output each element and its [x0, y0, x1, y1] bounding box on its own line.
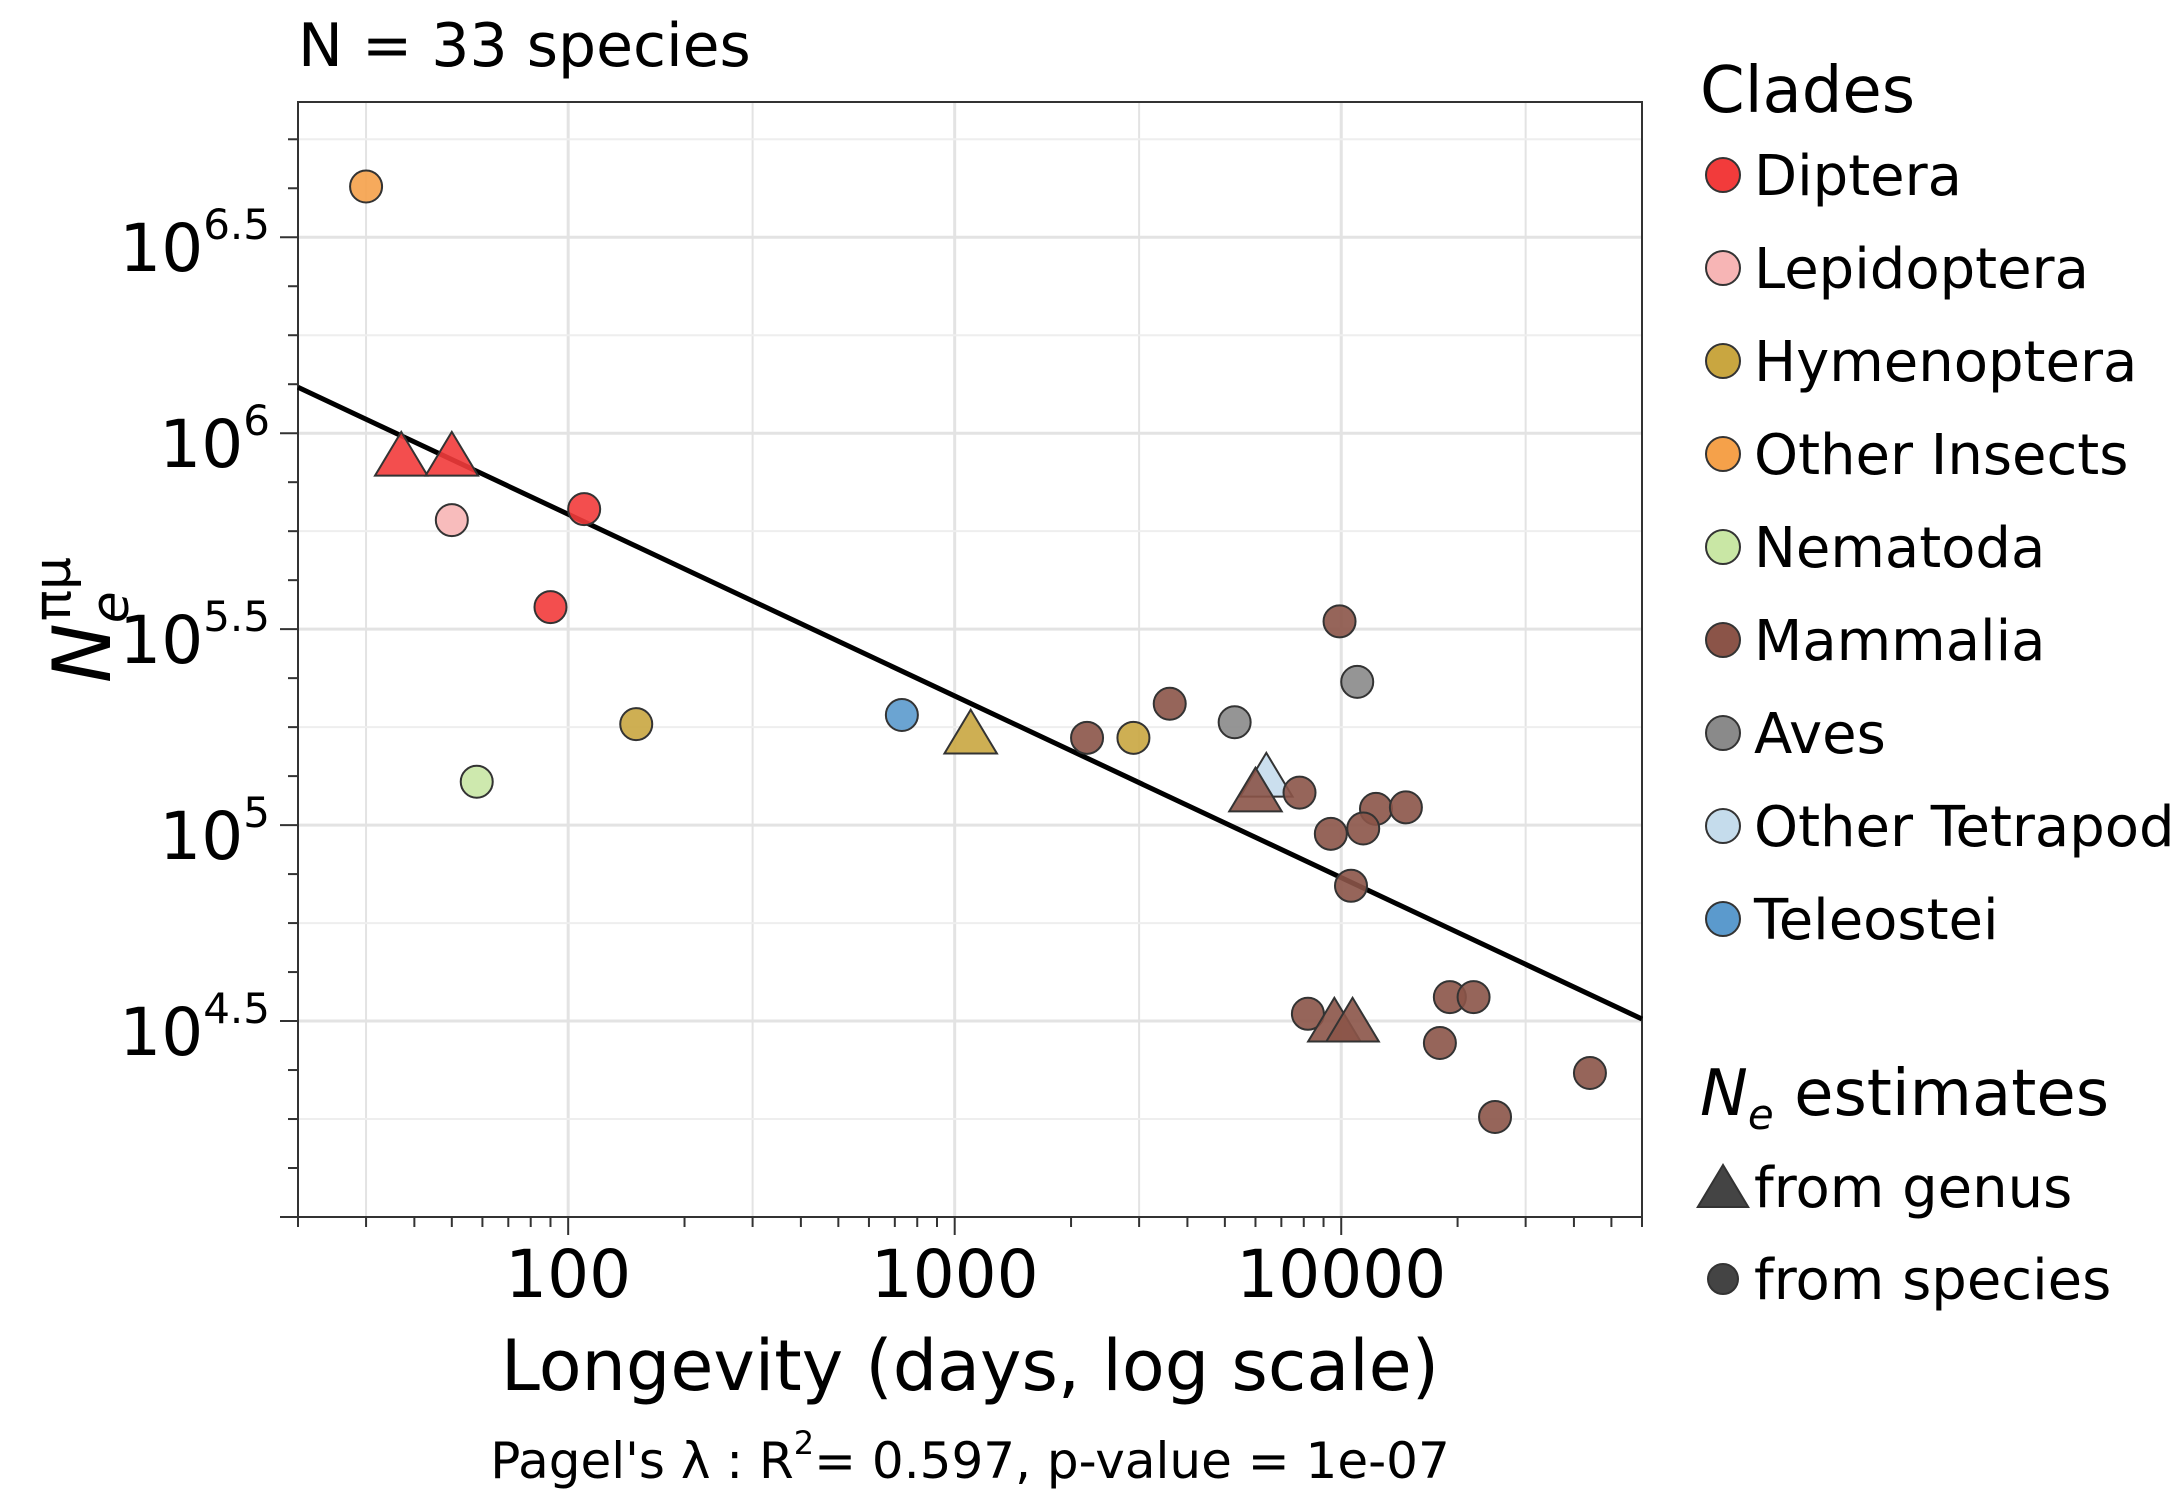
legend-label-other-insects: Other Insects [1754, 423, 2128, 488]
legend-label-lepidoptera: Lepidoptera [1754, 237, 2089, 302]
axis-ticks [280, 138, 1643, 1235]
point-mammalia-circle [1346, 811, 1381, 846]
footnote-prefix: Pagel's λ : R [490, 1432, 794, 1490]
y-tick-label-base: 10 [159, 798, 243, 875]
legend-swatch-teleostei [1705, 901, 1741, 937]
legend-clades-title: Clades [1700, 54, 1915, 128]
legend-label-nematoda: Nematoda [1754, 516, 2045, 581]
legend-estimates-title-subscript: e [1748, 1090, 1774, 1139]
y-tick-label-base: 10 [119, 602, 203, 679]
grid [298, 102, 1642, 1217]
legend-estimate-label-triangle: from genus [1754, 1156, 2072, 1221]
legend-swatch-nematoda [1705, 529, 1741, 565]
legend-clades-list: Diptera Lepidoptera Hymenoptera Other Insec… [1705, 144, 2175, 953]
y-axis-label: Neπμ [23, 557, 141, 683]
legend-estimates-list: from genus from species [1696, 1156, 2111, 1313]
point-teleostei-circle [884, 697, 919, 732]
point-mammalia-circle [1313, 816, 1348, 851]
y-tick-label: 104.5 [119, 984, 270, 1071]
point-mammalia-circle [1388, 790, 1423, 825]
x-tick-label: 10000 [1236, 1236, 1446, 1313]
point-hymenoptera-triangle [942, 707, 999, 755]
y-tick-label-base: 10 [159, 406, 243, 483]
y-axis-label-subscript: e [81, 591, 141, 623]
regression-line [296, 384, 1644, 1022]
x-axis-label: Longevity (days, log scale) [501, 1325, 1439, 1407]
legend-triangle-symbol [1696, 1163, 1750, 1208]
legend: Clades Diptera Lepidoptera Hymenoptera Othe… [1696, 54, 2175, 1313]
y-tick-label-exponent: 5.5 [203, 592, 270, 641]
point-lepidoptera-circle [434, 503, 469, 538]
legend-circle-symbol [1707, 1263, 1739, 1295]
point-aves-circle [1340, 664, 1375, 699]
legend-swatch-lepidoptera [1705, 250, 1741, 286]
legend-estimates-title-suffix: estimates [1774, 1057, 2109, 1131]
y-tick-label: 105.5 [119, 592, 270, 679]
y-tick-label-exponent: 6.5 [203, 200, 270, 249]
footnote-suffix: = 0.597, p-value = 1e-07 [814, 1432, 1450, 1490]
point-mammalia-circle [1422, 1025, 1457, 1060]
legend-swatch-mammalia [1705, 622, 1741, 658]
legend-swatch-hymenoptera [1705, 343, 1741, 379]
point-mammalia-circle [1334, 868, 1369, 903]
point-diptera-circle [567, 492, 602, 527]
point-aves-circle [1217, 705, 1252, 740]
point-mammalia-circle [1456, 980, 1491, 1015]
legend-swatch-diptera [1705, 157, 1741, 193]
point-diptera-circle [533, 590, 568, 625]
point-other-insects-circle [349, 169, 384, 204]
chart-title: N = 33 species [298, 11, 751, 81]
x-tick-label: 100 [505, 1236, 631, 1313]
legend-estimates-title: Ne estimates [1700, 1057, 2109, 1139]
y-tick-label-base: 10 [119, 210, 203, 287]
point-mammalia-triangle [1227, 765, 1284, 813]
legend-swatch-other-insects [1705, 436, 1741, 472]
point-mammalia-circle [1478, 1099, 1513, 1134]
point-mammalia-circle [1152, 686, 1187, 721]
point-diptera-triangle [423, 429, 480, 477]
regression-stats-footnote: Pagel's λ : R2= 0.597, p-value = 1e-07 [490, 1424, 1450, 1490]
legend-estimates-title-base: N [1700, 1057, 1748, 1131]
y-tick-label-exponent: 5 [243, 788, 270, 837]
y-axis-label-base: N [36, 623, 129, 683]
point-hymenoptera-circle [619, 707, 654, 742]
data-points [349, 169, 1607, 1134]
legend-label-mammalia: Mammalia [1754, 609, 2045, 674]
point-nematoda-circle [459, 764, 494, 799]
legend-label-hymenoptera: Hymenoptera [1754, 330, 2137, 395]
y-tick-label-exponent: 6 [243, 396, 270, 445]
legend-swatch-other-tetrapods [1705, 808, 1741, 844]
point-mammalia-circle [1322, 604, 1357, 639]
y-tick-label: 106.5 [119, 200, 270, 287]
point-mammalia-circle [1572, 1056, 1607, 1091]
legend-swatch-aves [1705, 715, 1741, 751]
y-tick-label-base: 10 [119, 994, 203, 1071]
point-hymenoptera-circle [1116, 720, 1151, 755]
point-mammalia-circle [1070, 720, 1105, 755]
y-tick-label: 105 [159, 788, 270, 875]
legend-label-diptera: Diptera [1754, 144, 1962, 209]
legend-label-aves: Aves [1754, 702, 1886, 767]
plot-panel-border [297, 101, 1643, 1218]
legend-label-other-tetrapods: Other Tetrapods [1754, 795, 2175, 860]
legend-label-teleostei: Teleostei [1753, 888, 1999, 953]
legend-estimate-label-circle: from species [1754, 1248, 2111, 1313]
y-tick-label: 106 [159, 396, 270, 483]
footnote-r2-superscript: 2 [794, 1424, 814, 1462]
x-axis-tick-labels: 100 1000 10000 [505, 1236, 1446, 1313]
point-mammalia-circle [1282, 775, 1317, 810]
point-mammalia-triangle [1324, 995, 1381, 1043]
x-tick-label: 1000 [871, 1236, 1039, 1313]
y-axis-label-superscript: πμ [23, 557, 83, 621]
y-tick-label-exponent: 4.5 [203, 984, 270, 1033]
point-diptera-triangle [373, 429, 430, 477]
